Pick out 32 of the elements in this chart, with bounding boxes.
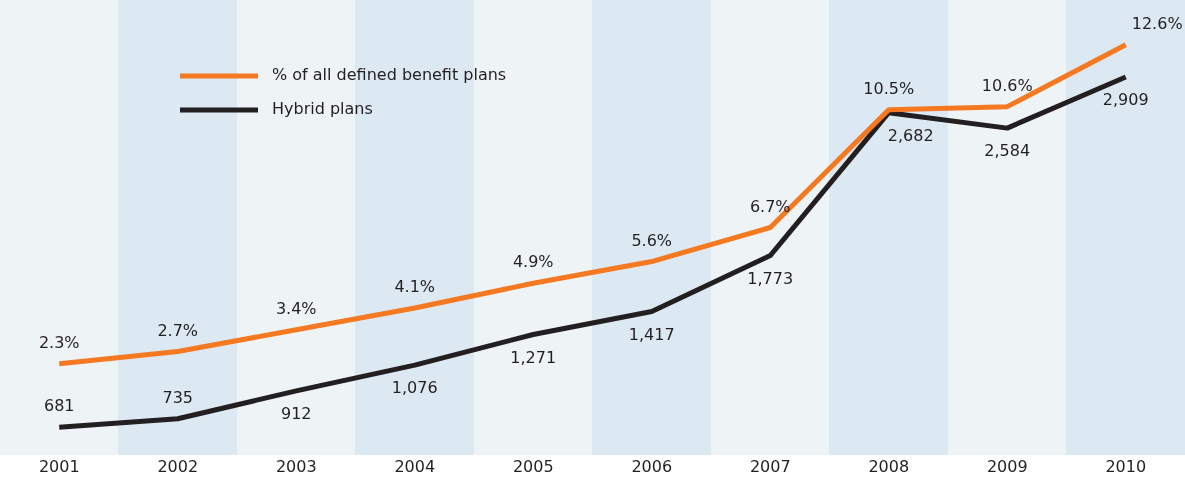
- data-label: 2,909: [1102, 90, 1149, 110]
- x-tick-label: 2003: [275, 456, 317, 476]
- data-label: 735: [162, 387, 194, 407]
- data-label: 1,417: [628, 324, 675, 344]
- x-tick-label: 2005: [512, 456, 554, 476]
- x-tick-label: 2010: [1105, 456, 1147, 476]
- data-label: 10.6%: [981, 75, 1033, 95]
- data-label: 6.7%: [749, 196, 791, 216]
- x-tick-label: 2002: [157, 456, 199, 476]
- data-label: 3.4%: [275, 298, 317, 318]
- data-label: 1,076: [391, 378, 438, 398]
- data-label: 2.7%: [157, 320, 199, 340]
- x-tick-label: 2009: [986, 456, 1028, 476]
- x-tick-label: 2006: [631, 456, 673, 476]
- data-label: 2.3%: [38, 332, 80, 352]
- x-tick-label: 2007: [749, 456, 791, 476]
- data-label: 12.6%: [1131, 13, 1183, 33]
- data-label: 1,271: [510, 347, 557, 367]
- data-label: 912: [280, 404, 312, 424]
- data-label: 2,682: [887, 125, 934, 145]
- legend-label: % of all defined benefit plans: [272, 65, 507, 85]
- data-label: 4.1%: [394, 277, 436, 297]
- data-label: 4.9%: [512, 252, 554, 272]
- data-label: 5.6%: [631, 230, 673, 250]
- x-tick-label: 2004: [394, 456, 436, 476]
- data-label: 1,773: [747, 268, 794, 288]
- legend-label: Hybrid plans: [272, 99, 373, 119]
- data-label: 681: [43, 396, 75, 416]
- x-tick-label: 2008: [868, 456, 910, 476]
- data-label: 10.5%: [863, 78, 915, 98]
- x-tick-label: 2001: [38, 456, 80, 476]
- data-label: 2,584: [984, 141, 1031, 161]
